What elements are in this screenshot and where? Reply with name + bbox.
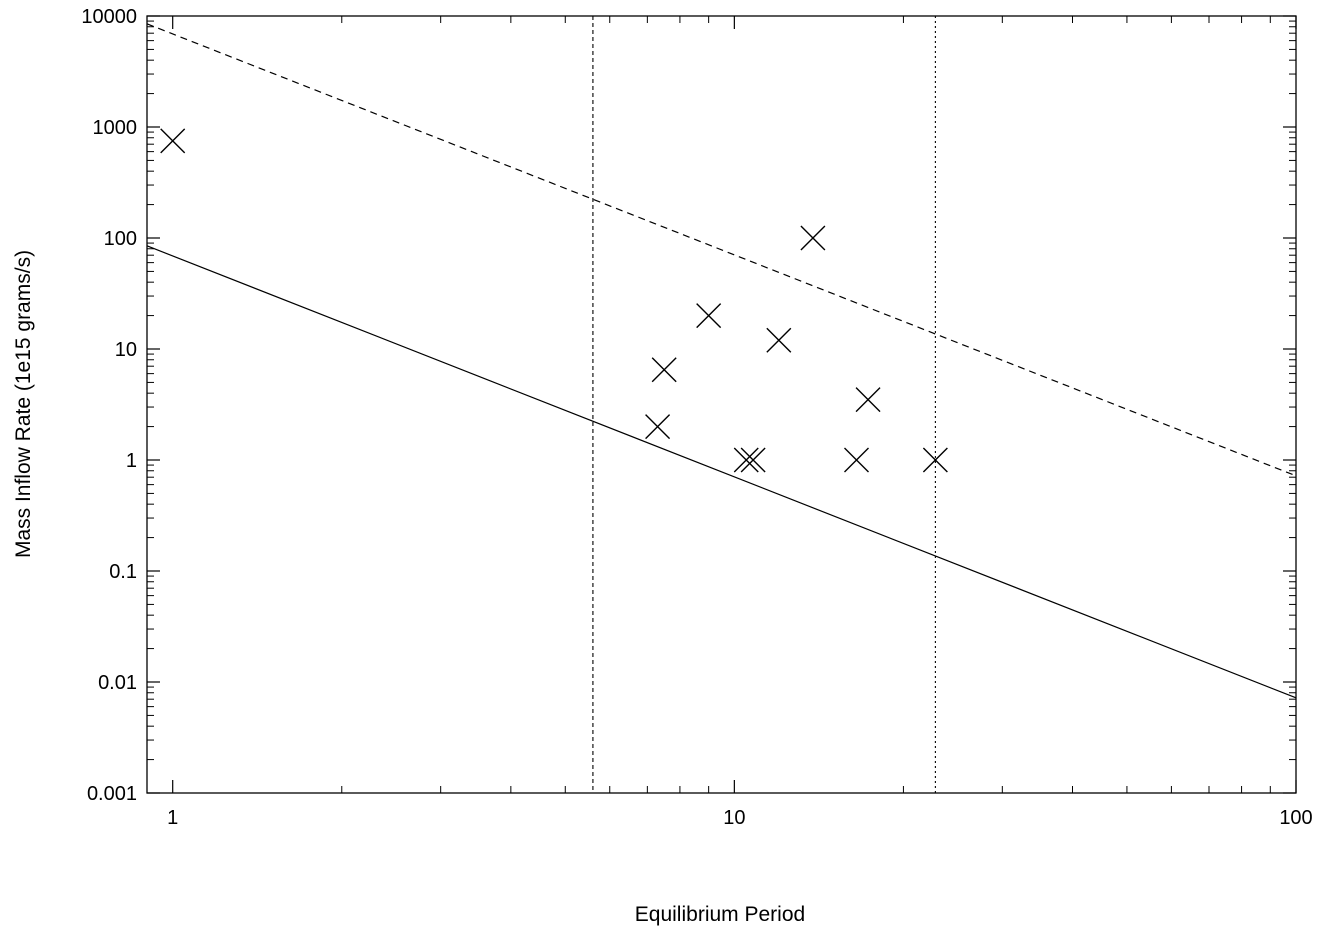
- data-point: [922, 447, 948, 473]
- y-tick-label: 0.01: [98, 672, 137, 694]
- vertical-reference-lines: [592, 16, 936, 793]
- major-ticks: [147, 15, 1297, 794]
- plot-frame: [146, 15, 1297, 794]
- minor-ticks: [146, 16, 1296, 793]
- data-point: [733, 447, 759, 473]
- data-points: [160, 128, 948, 473]
- data-point: [855, 387, 881, 413]
- y-tick-label: 0.001: [87, 783, 137, 805]
- y-tick-label: 100: [104, 228, 137, 250]
- y-tick-label: 1: [126, 450, 137, 472]
- fit-lines: [146, 23, 1297, 699]
- data-point: [766, 327, 792, 353]
- y-axis-label: Mass Inflow Rate (1e15 grams/s): [12, 250, 35, 558]
- fit-line-dashed: [146, 23, 1297, 477]
- x-tick-label: 100: [1279, 807, 1312, 829]
- x-axis-label: Equilibrium Period: [635, 903, 805, 926]
- data-point: [800, 225, 826, 251]
- data-point: [844, 447, 869, 473]
- y-tick-label: 10000: [81, 6, 137, 28]
- y-tick-label: 10: [115, 339, 137, 361]
- y-tick-labels: 0.001 0.01 0.1 1 10 100 1000 10000: [81, 6, 137, 805]
- data-point: [160, 128, 186, 154]
- x-tick-labels: 1 10 100: [167, 807, 1313, 829]
- data-point: [651, 357, 677, 383]
- fit-line-solid: [146, 245, 1297, 699]
- data-point: [696, 303, 722, 329]
- y-tick-label: 1000: [93, 117, 138, 139]
- x-tick-label: 10: [723, 807, 745, 829]
- x-tick-label: 1: [167, 807, 178, 829]
- y-tick-label: 0.1: [109, 561, 137, 583]
- data-point: [645, 414, 671, 440]
- data-point: [740, 447, 766, 473]
